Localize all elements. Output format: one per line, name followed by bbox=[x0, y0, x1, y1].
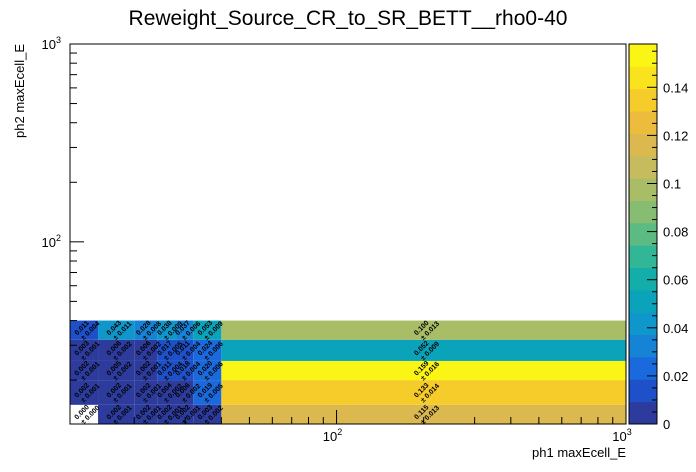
heatmap-cell bbox=[157, 320, 177, 340]
colorbar-tick-label: 0.12 bbox=[663, 128, 688, 143]
heatmap-cell bbox=[134, 320, 158, 340]
heatmap-cell bbox=[98, 360, 135, 381]
colorbar-tick-label: 0.14 bbox=[663, 80, 688, 95]
heatmap-cell bbox=[221, 320, 627, 340]
x-tick-label: 102 bbox=[323, 427, 342, 444]
colorbar-segment bbox=[629, 401, 657, 425]
heatmap-cell bbox=[98, 380, 135, 405]
colorbar-tick-label: 0.06 bbox=[663, 273, 688, 288]
colorbar-segment bbox=[629, 334, 657, 358]
colorbar-segment bbox=[629, 133, 657, 157]
colorbar-segment bbox=[629, 155, 657, 179]
colorbar-segment bbox=[629, 66, 657, 90]
heatmap-cell bbox=[134, 339, 158, 361]
colorbar-segment bbox=[629, 111, 657, 134]
heatmap-cell bbox=[176, 380, 194, 405]
colorbar-tick-label: 0.1 bbox=[663, 176, 681, 191]
colorbar-tick-label: 0.02 bbox=[663, 369, 688, 384]
heatmap-cell bbox=[193, 380, 222, 405]
heatmap-cell bbox=[221, 360, 627, 381]
colorbar-segment bbox=[629, 267, 657, 291]
colorbar-tick-label: 0 bbox=[663, 417, 670, 432]
colorbar-segment bbox=[629, 289, 657, 313]
heatmap-cell bbox=[193, 360, 222, 381]
colorbar-axis: 0 0.02 0.04 0.06 0.08 0.1 0.12 0.14 bbox=[647, 44, 688, 432]
y-axis-label: ph2 maxEcell_E bbox=[12, 44, 27, 138]
chart-title: Reweight_Source_CR_to_SR_BETT__rho0-40 bbox=[129, 7, 568, 30]
colorbar-segment bbox=[629, 245, 657, 269]
heatmap-cell bbox=[176, 404, 194, 424]
colorbar-segment bbox=[629, 379, 657, 403]
colorbar-segment bbox=[629, 44, 657, 67]
heatmap-cell bbox=[157, 380, 177, 405]
heatmap-cell bbox=[193, 404, 222, 424]
heatmap-cell bbox=[193, 339, 222, 361]
colorbar bbox=[628, 43, 658, 425]
x-axis-label: ph1 maxEcell_E bbox=[532, 445, 626, 460]
heatmap-cell bbox=[134, 404, 158, 424]
heatmap-cell bbox=[221, 404, 627, 424]
x-tick-label: 103 bbox=[612, 427, 631, 444]
heatmap-cell bbox=[176, 360, 194, 381]
heatmap-cell bbox=[134, 380, 158, 405]
heatmap-cell bbox=[70, 339, 99, 361]
heatmap-cell bbox=[157, 404, 177, 424]
colorbar-segment bbox=[629, 356, 657, 380]
heatmap-cell bbox=[176, 339, 194, 361]
heatmap-cell bbox=[221, 339, 627, 361]
plot-frame bbox=[69, 43, 627, 425]
colorbar-tick-label: 0.08 bbox=[663, 225, 688, 240]
colorbar-segment bbox=[629, 222, 657, 246]
heatmap-cell bbox=[98, 339, 135, 361]
heatmap-cell bbox=[98, 320, 135, 340]
heatmap-cell bbox=[98, 404, 135, 424]
heatmap-cell bbox=[176, 320, 194, 340]
heatmap-cell bbox=[134, 360, 158, 381]
colorbar-segment bbox=[629, 200, 657, 224]
heatmap-cell bbox=[70, 380, 99, 405]
y-tick-label: 102 bbox=[42, 233, 61, 250]
heatmap-cell bbox=[70, 404, 99, 424]
colorbar-tick-label: 0.04 bbox=[663, 321, 688, 336]
heatmap-cell bbox=[70, 360, 99, 381]
heatmap-cell bbox=[193, 320, 222, 340]
colorbar-segment bbox=[629, 312, 657, 336]
heatmap-cell bbox=[157, 360, 177, 381]
heatmap-cell bbox=[221, 380, 627, 405]
colorbar-segment bbox=[629, 88, 657, 112]
y-tick-label: 103 bbox=[42, 35, 61, 52]
colorbar-segment bbox=[629, 178, 657, 201]
heatmap-cells bbox=[70, 320, 627, 424]
x-axis: 102 103 bbox=[133, 410, 632, 444]
heatmap-cell bbox=[157, 339, 177, 361]
heatmap-cell bbox=[70, 320, 99, 340]
